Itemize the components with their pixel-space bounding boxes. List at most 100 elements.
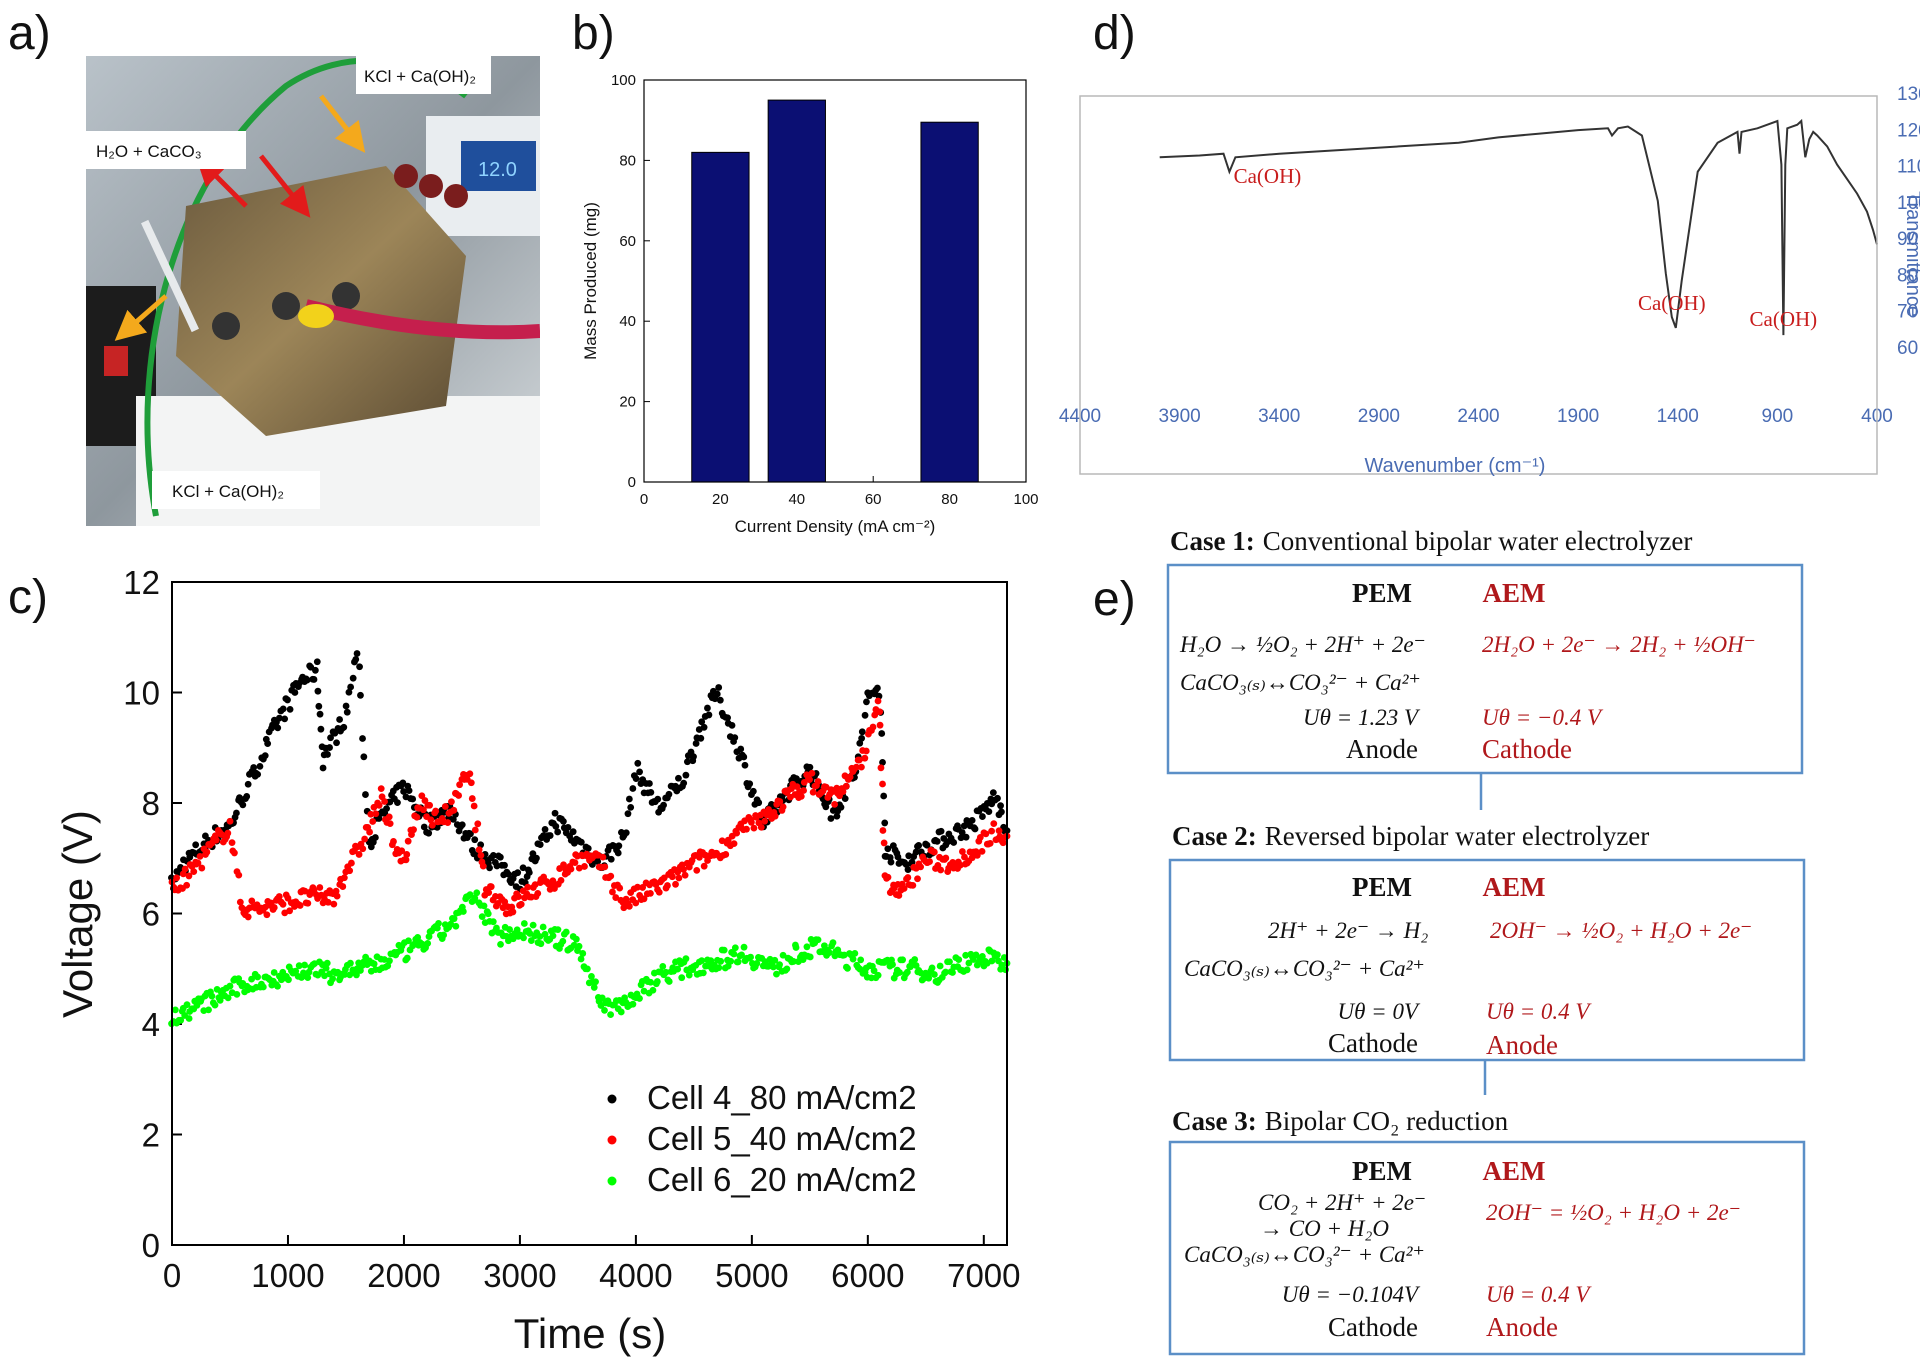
data-point (599, 853, 607, 861)
data-point (185, 1015, 193, 1022)
data-point (771, 812, 779, 820)
data-point (584, 844, 592, 852)
left-equation-2: CaCO₃₍ₛ₎↔CO₃²⁻ + Ca²⁺ (1180, 670, 1421, 695)
data-point (902, 861, 910, 868)
data-point (936, 962, 944, 970)
left-equation-1: H₂O → ½O₂ + 2H⁺ + 2e⁻ (1179, 632, 1426, 657)
data-point (879, 780, 886, 788)
data-point (361, 835, 369, 843)
data-point (228, 839, 236, 847)
data-point (473, 889, 481, 897)
y-tick-label: 100 (611, 72, 636, 89)
x-tick-label: 6000 (831, 1257, 904, 1294)
data-point (909, 881, 917, 889)
series-cell-5 (168, 697, 1011, 921)
data-point (592, 978, 599, 986)
y-tick-label: 70 (1897, 302, 1918, 323)
data-point (569, 828, 577, 836)
data-point (698, 957, 706, 965)
data-point (692, 740, 700, 747)
clear-tube (141, 219, 199, 333)
data-point (531, 881, 539, 889)
data-point (355, 851, 363, 858)
data-point (279, 705, 287, 713)
data-point (546, 832, 554, 839)
left-title: PEM (1352, 578, 1412, 608)
data-point (541, 826, 549, 833)
data-point (583, 965, 591, 973)
data-point (394, 799, 401, 806)
data-point (871, 711, 879, 719)
data-point (369, 818, 377, 825)
case-heading-text: Reversed bipolar water electrolyzer (1265, 821, 1650, 851)
x-tick-label: 1900 (1557, 406, 1599, 427)
data-point (685, 971, 693, 979)
data-point (356, 663, 363, 671)
data-point (926, 858, 933, 865)
data-point (917, 863, 925, 871)
data-point (398, 847, 406, 855)
right-title: AEM (1483, 1156, 1546, 1186)
data-point (998, 808, 1005, 816)
x-tick-label: 3900 (1158, 406, 1200, 427)
x-tick-label: 20 (712, 491, 729, 508)
data-point (367, 810, 375, 818)
data-point (874, 684, 881, 692)
data-point (962, 833, 970, 841)
data-point (607, 872, 615, 880)
left-equation-1: CO₂ + 2H⁺ + 2e⁻ (1258, 1190, 1426, 1215)
data-point (284, 696, 291, 704)
data-point (889, 961, 896, 968)
data-point (761, 817, 769, 825)
data-point (452, 922, 460, 930)
x-tick-label: 3000 (483, 1257, 556, 1294)
data-point (971, 825, 979, 833)
data-point (183, 1001, 191, 1009)
y-tick-label: 130 (1897, 84, 1920, 105)
data-point (803, 943, 811, 951)
data-point (554, 926, 562, 934)
data-point (904, 874, 912, 881)
data-point (624, 810, 632, 818)
data-point (625, 795, 633, 803)
x-tick-label: 7000 (947, 1257, 1020, 1294)
data-point (296, 902, 304, 909)
red-cable (304, 299, 540, 340)
data-point (386, 957, 393, 965)
data-point (693, 866, 701, 874)
data-point (696, 853, 703, 861)
data-point (646, 780, 653, 787)
left-role: Cathode (1328, 1312, 1418, 1342)
left-equation-2: CaCO₃₍ₛ₎↔CO₃²⁻ + Ca²⁺ (1184, 956, 1425, 981)
data-point (474, 820, 482, 828)
data-point (757, 823, 765, 831)
bar (920, 121, 979, 483)
data-point (986, 839, 994, 847)
x-tick-label: 3400 (1258, 406, 1300, 427)
data-point (477, 851, 485, 859)
data-point (552, 822, 560, 830)
data-point (370, 960, 378, 968)
data-point (513, 926, 521, 934)
data-point (371, 834, 379, 841)
data-point (479, 862, 487, 870)
data-point (680, 779, 688, 787)
data-point (994, 794, 1001, 802)
data-point (905, 852, 913, 860)
data-point (493, 862, 501, 870)
x-axis-label: Current Density (mA cm⁻²) (735, 517, 936, 536)
x-tick-label: 80 (941, 491, 958, 508)
data-point (327, 734, 334, 742)
data-point (634, 883, 641, 891)
data-point (776, 798, 784, 805)
data-point (248, 897, 256, 905)
data-point (822, 803, 830, 811)
data-point (534, 890, 542, 897)
data-point (655, 888, 663, 896)
data-point (177, 1016, 185, 1024)
data-point (740, 753, 748, 761)
left-title: PEM (1352, 1156, 1412, 1186)
data-point (996, 833, 1004, 840)
data-point (357, 691, 364, 699)
data-point (809, 788, 817, 796)
